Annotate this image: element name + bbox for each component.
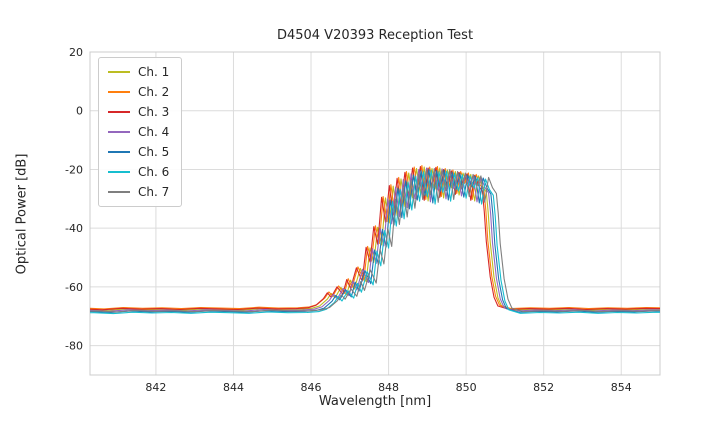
legend-item-ch-4: Ch. 4 [108,124,169,140]
legend-line-swatch [108,71,130,73]
plot-frame [89,51,661,376]
legend-item-ch-1: Ch. 1 [108,64,169,80]
x-tick-label: 846 [301,381,322,394]
legend-label: Ch. 2 [138,85,170,99]
y-axis-label: Optical Power [dB] [14,153,30,275]
legend-item-ch-2: Ch. 2 [108,84,169,100]
legend-line-swatch [108,191,130,193]
legend-label: Ch. 6 [138,165,170,179]
legend-label: Ch. 4 [138,125,170,139]
x-tick-label: 852 [533,381,554,394]
series-trace-ch-1 [90,166,660,311]
series-trace-ch-6 [90,169,660,315]
y-tick-label: -20 [65,163,83,176]
series-trace-ch-4 [90,167,660,312]
chart-title: D4504 V20393 Reception Test [276,28,474,43]
y-tick-label: 20 [69,46,83,59]
series-trace-ch-7 [90,168,660,313]
legend-label: Ch. 5 [138,145,170,159]
legend-line-swatch [108,171,130,173]
legend-item-ch-5: Ch. 5 [108,144,169,160]
legend-item-ch-7: Ch. 7 [108,184,169,200]
x-tick-label: 848 [378,381,399,394]
y-tick-label: 0 [76,105,83,118]
legend-label: Ch. 7 [138,185,170,199]
legend-line-swatch [108,91,130,93]
legend-item-ch-6: Ch. 6 [108,164,169,180]
x-axis-label: Wavelength [nm] [318,394,432,409]
legend-line-swatch [108,131,130,133]
y-tick-label: -80 [65,340,83,353]
legend-line-swatch [108,111,130,113]
y-tick-label: -60 [65,281,83,294]
x-tick-label: 844 [223,381,244,394]
legend-label: Ch. 1 [138,65,170,79]
y-tick-label: -40 [65,222,83,235]
series-trace-ch-2 [90,165,660,310]
legend-label: Ch. 3 [138,105,170,119]
x-tick-label: 854 [611,381,632,394]
x-tick-label: 842 [145,381,166,394]
legend-item-ch-3: Ch. 3 [108,104,169,120]
legend: Ch. 1 Ch. 2 Ch. 3 Ch. 4 Ch. 5 Ch. 6 Ch. 7 [98,57,183,207]
x-tick-label: 850 [456,381,477,394]
legend-line-swatch [108,151,130,153]
series-trace-ch-3 [90,165,660,311]
